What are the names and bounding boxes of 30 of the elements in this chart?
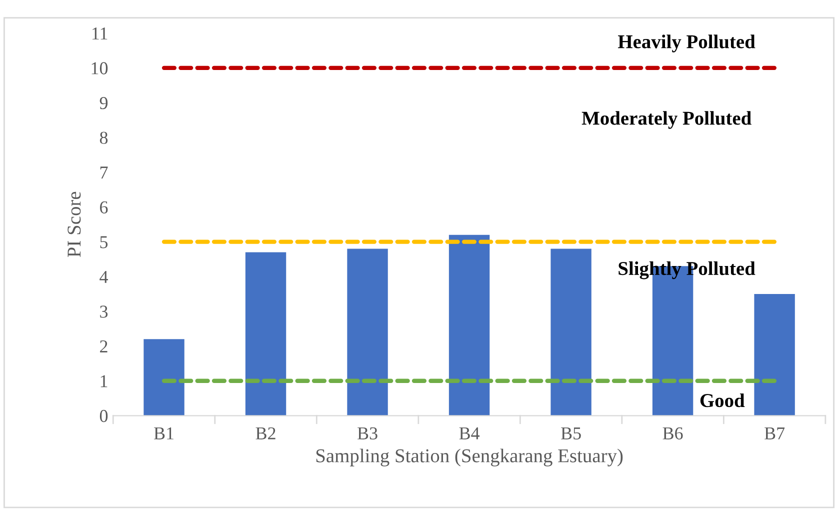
y-tick-label: 1 xyxy=(100,375,108,388)
x-tick-label: B3 xyxy=(358,427,378,440)
bar xyxy=(448,234,490,416)
y-tick-label: 9 xyxy=(100,97,108,110)
y-axis-title: PI Score xyxy=(68,192,81,258)
x-tick-label: B5 xyxy=(561,427,581,440)
x-axis-title: Sampling Station (Sengkarang Estuary) xyxy=(316,448,623,466)
bar xyxy=(550,248,592,416)
bar xyxy=(245,252,286,416)
x-tick-label: B6 xyxy=(662,427,683,440)
annotation: Good xyxy=(700,393,745,408)
y-tick-label: 11 xyxy=(92,27,108,40)
annotation: Heavily Polluted xyxy=(618,34,756,52)
x-tick-label: B1 xyxy=(154,427,174,440)
x-tick-label: B4 xyxy=(459,427,480,440)
y-tick-label: 10 xyxy=(92,62,108,74)
bar xyxy=(347,248,388,416)
y-tick-label: 5 xyxy=(100,236,108,248)
annotation: Moderately Polluted xyxy=(582,111,752,129)
y-tick-label: 3 xyxy=(100,306,108,318)
x-tick-label: B7 xyxy=(764,427,785,440)
y-tick-label: 4 xyxy=(100,270,108,283)
y-tick-label: 8 xyxy=(100,132,108,144)
bar xyxy=(144,339,184,416)
y-tick-label: 7 xyxy=(100,166,108,179)
y-tick-label: 6 xyxy=(100,201,108,214)
y-tick-label: 0 xyxy=(100,410,108,422)
x-tick-label: B2 xyxy=(256,427,276,440)
y-tick-label: 2 xyxy=(100,340,108,352)
bar xyxy=(754,294,795,416)
